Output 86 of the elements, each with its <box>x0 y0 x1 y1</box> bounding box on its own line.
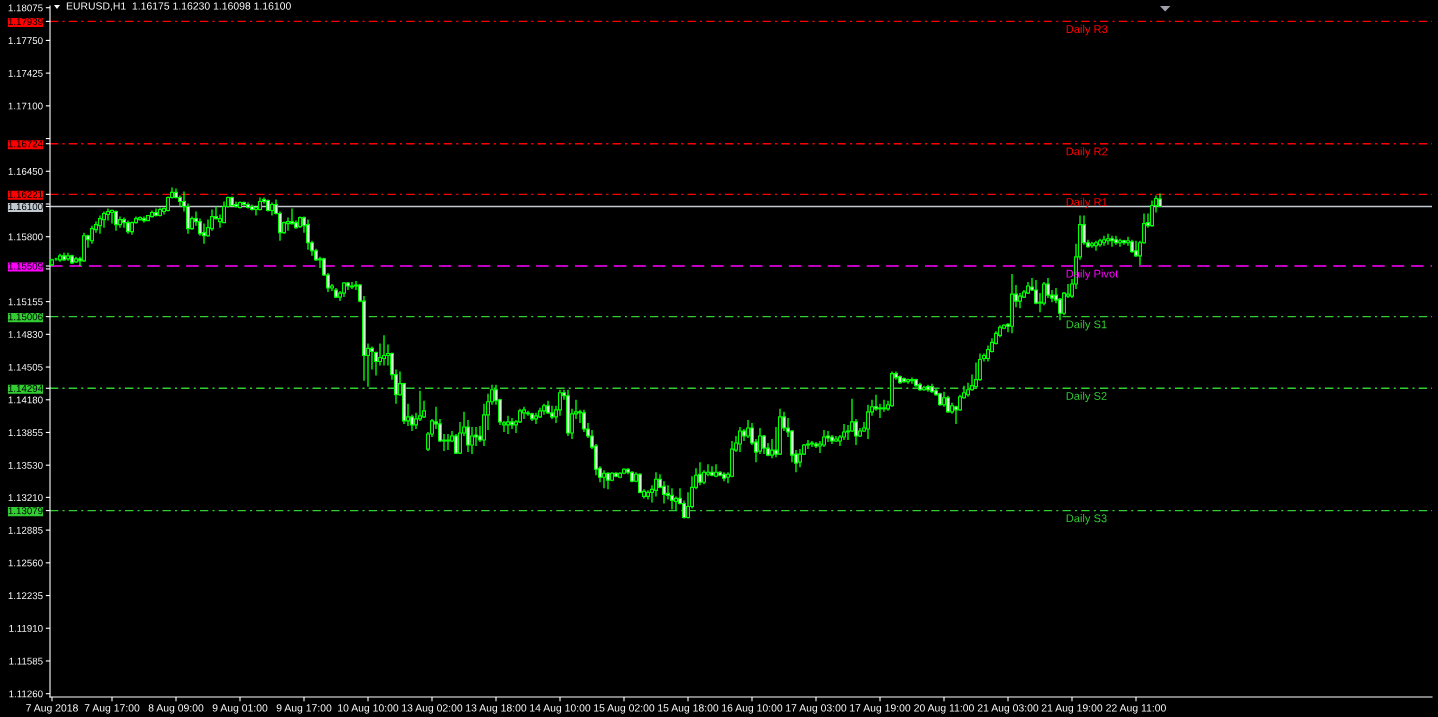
y-tick-label: 1.16221 <box>8 191 43 198</box>
x-tick-label: 21 Aug 19:00 <box>1041 704 1103 714</box>
candlestick <box>1110 235 1114 248</box>
candlestick <box>854 418 858 446</box>
x-tick-label: 22 Aug 11:00 <box>1106 704 1166 714</box>
x-tick-label: 16 Aug 10:00 <box>722 704 783 714</box>
ref-line-label: Daily R2 <box>1066 147 1108 158</box>
x-tick-label: 7 Aug 2018 <box>26 704 78 714</box>
candlestick <box>202 222 206 245</box>
candlestick <box>798 448 802 468</box>
y-tick-label: 1.17939 <box>8 18 43 26</box>
y-tick-label: 1.15155 <box>8 298 43 306</box>
y-tick-label: 1.12560 <box>8 559 43 567</box>
y-tick-label: 1.16724 <box>8 140 43 148</box>
candlestick <box>110 208 114 225</box>
candlestick <box>878 403 882 419</box>
candlestick <box>90 224 94 245</box>
candlestick <box>670 487 674 511</box>
x-tick-label: 20 Aug 11:00 <box>914 704 974 714</box>
y-tick-label: 1.15800 <box>8 233 43 241</box>
y-tick-label: 1.13079 <box>8 507 43 515</box>
candlestick <box>522 406 526 420</box>
candlestick <box>254 205 258 217</box>
candlestick <box>866 404 870 440</box>
candlestick <box>178 194 182 208</box>
ref-line-label: Daily R3 <box>1066 24 1108 36</box>
y-tick-label: 1.14830 <box>8 331 43 338</box>
x-tick-label: 14 Aug 10:00 <box>530 704 591 714</box>
y-tick-label: 1.15006 <box>8 313 43 321</box>
x-tick-label: 15 Aug 02:00 <box>594 704 655 714</box>
candlestick <box>446 433 450 451</box>
candlestick <box>602 469 606 490</box>
ref-line-label: Daily S2 <box>1066 391 1107 403</box>
y-tick-label: 1.18075 <box>8 4 43 12</box>
y-tick-label: 1.13530 <box>8 461 43 469</box>
y-tick-label: 1.12885 <box>8 526 43 534</box>
x-tick-label: 17 Aug 19:00 <box>850 704 911 714</box>
candlestick <box>826 430 830 443</box>
candlestick <box>1118 238 1122 248</box>
y-tick-label: 1.11585 <box>9 657 43 665</box>
y-tick-label: 1.14294 <box>8 385 43 392</box>
x-tick-label: 17 Aug 03:00 <box>786 704 847 714</box>
y-tick-label: 1.17100 <box>8 102 43 110</box>
x-tick-label: 13 Aug 02:00 <box>402 704 463 714</box>
candlestick <box>654 471 658 498</box>
y-tick-label: 1.12235 <box>8 592 43 600</box>
candlestick <box>234 200 238 209</box>
y-tick-label: 1.14505 <box>8 363 43 371</box>
candlestick <box>698 461 702 487</box>
ref-line-label: Daily S3 <box>1066 514 1107 525</box>
candlestick <box>98 214 102 235</box>
y-tick-label: 1.14180 <box>8 396 43 404</box>
candlestick <box>1134 240 1138 258</box>
x-tick-label: 15 Aug 18:00 <box>658 704 719 714</box>
candlestick <box>1106 232 1110 246</box>
y-tick-label: 1.15509 <box>8 262 43 270</box>
y-tick-label: 1.17750 <box>8 37 43 45</box>
candlestick <box>222 200 226 224</box>
y-tick-label: 1.17425 <box>8 69 43 77</box>
candlestick <box>506 415 510 435</box>
ref-line-label: Daily S1 <box>1066 320 1107 331</box>
x-tick-label: 9 Aug 01:00 <box>212 704 268 714</box>
y-tick-label: 1.13855 <box>8 429 43 437</box>
y-tick-label: 1.16450 <box>8 168 43 175</box>
candlestick <box>882 399 886 413</box>
candlestick <box>382 334 386 367</box>
y-tick-label: 1.13210 <box>8 494 43 502</box>
x-tick-label: 9 Aug 17:00 <box>276 704 332 714</box>
ref-line-label: Daily R1 <box>1066 197 1108 209</box>
x-tick-label: 21 Aug 03:00 <box>977 704 1039 714</box>
x-tick-label: 13 Aug 18:00 <box>466 704 527 714</box>
candlestick <box>738 426 742 453</box>
x-tick-label: 8 Aug 09:00 <box>148 704 204 714</box>
y-tick-label: 1.11260 <box>9 690 43 698</box>
y-tick-label: 1.11910 <box>9 624 43 632</box>
candlestick <box>470 426 474 455</box>
candlestick <box>910 376 914 385</box>
x-tick-label: 7 Aug 17:00 <box>84 704 140 714</box>
y-tick-label: 1.16100 <box>8 203 43 211</box>
candlestick <box>1150 199 1154 228</box>
candlestick <box>290 207 294 226</box>
chart-title: EURUSD,H1 1.16175 1.16230 1.16098 1.16100 <box>66 2 291 11</box>
candlestick <box>286 216 290 232</box>
candlestick <box>846 424 850 441</box>
x-tick-label: 10 Aug 10:00 <box>338 704 399 714</box>
candlestick <box>662 480 666 505</box>
